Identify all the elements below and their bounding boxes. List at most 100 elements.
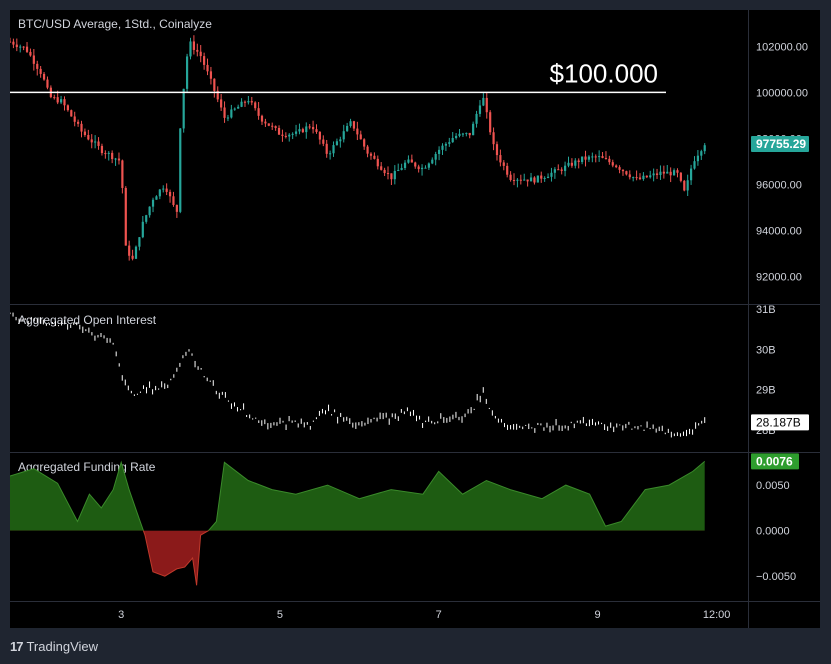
chart-svg[interactable]: BTC/USD Average, 1Std., Coinalyze 102000…	[10, 10, 820, 628]
price-candle	[318, 131, 321, 140]
price-candle	[441, 145, 444, 150]
price-candle	[543, 177, 546, 179]
price-candle	[111, 152, 114, 160]
price-candle	[342, 131, 345, 140]
price-candle	[632, 177, 635, 179]
price-candle	[635, 177, 638, 179]
price-candle	[281, 134, 284, 136]
price-candle	[352, 121, 356, 129]
price-candle	[114, 158, 117, 160]
price-candle	[550, 172, 553, 177]
price-candle	[458, 133, 461, 136]
open-interest-bars	[10, 312, 706, 438]
price-candle	[557, 169, 560, 171]
price-candle	[294, 131, 298, 134]
price-candle	[182, 88, 185, 129]
y-tick-label: 94000.00	[756, 226, 802, 238]
price-candle	[577, 160, 580, 163]
price-candle	[155, 196, 158, 200]
price-candle	[165, 188, 168, 192]
price-candle	[410, 159, 413, 163]
y-tick-label: 100000.00	[756, 87, 808, 99]
price-candle	[53, 97, 56, 99]
price-candle	[168, 191, 172, 197]
price-candle	[553, 169, 556, 173]
y-tick-label: 0.0000	[756, 526, 790, 538]
price-panel[interactable]: BTC/USD Average, 1Std., Coinalyze 102000…	[10, 17, 809, 284]
price-candle	[359, 134, 362, 140]
price-candle	[305, 126, 308, 133]
price-candle	[434, 153, 437, 160]
price-candle	[216, 90, 219, 100]
price-candle	[332, 145, 335, 154]
price-candle	[335, 141, 339, 146]
level-100k-annotation: $100.000	[550, 58, 658, 88]
price-candle	[570, 162, 574, 166]
x-tick-label: 3	[118, 609, 124, 621]
open-interest-last-value: 28.187B	[756, 415, 801, 429]
chart-frame: BTC/USD Average, 1Std., Coinalyze 102000…	[10, 10, 820, 628]
price-candle	[124, 187, 127, 246]
price-candle	[390, 173, 393, 180]
price-candle	[376, 158, 379, 167]
funding-rate-last-value: 0.0076	[756, 454, 793, 468]
price-candle	[499, 155, 502, 163]
price-candle	[403, 162, 407, 168]
price-candle	[162, 188, 165, 190]
price-candle	[489, 112, 492, 133]
price-candle	[414, 162, 417, 167]
price-candle	[366, 146, 369, 154]
price-candle	[203, 56, 206, 65]
price-candle	[587, 156, 591, 160]
price-candle	[502, 162, 505, 166]
price-candle	[70, 110, 73, 117]
open-interest-title: Aggregated Open Interest	[18, 313, 157, 327]
price-candle	[243, 101, 247, 103]
funding-rate-axis-ticks: 0.0050 0.0000 −0.0050	[756, 480, 796, 583]
price-candle	[172, 196, 175, 205]
price-candle	[383, 169, 386, 174]
price-candle	[199, 51, 202, 57]
funding-rate-panel[interactable]: Aggregated Funding Rate 0.00500.0000−0.0…	[10, 453, 799, 586]
price-candle	[213, 78, 216, 91]
price-candle	[686, 180, 689, 191]
price-candle	[32, 55, 35, 64]
price-candle	[264, 121, 267, 124]
price-candle	[451, 138, 454, 143]
y-tick-label: 31B	[756, 304, 776, 316]
price-candle	[679, 172, 682, 181]
time-axis[interactable]: 3 5 7 9 12:00	[118, 609, 730, 621]
tradingview-logo-icon: 17	[10, 638, 24, 654]
price-candle	[455, 135, 458, 139]
price-candle	[683, 180, 686, 191]
price-candle	[308, 126, 311, 128]
tradingview-brand[interactable]: TradingView	[26, 638, 99, 654]
price-candle	[97, 141, 100, 146]
y-tick-label: 30B	[756, 344, 776, 356]
price-candle	[615, 165, 618, 168]
price-candle	[339, 139, 342, 142]
price-candle	[22, 46, 25, 48]
price-candle	[638, 177, 642, 180]
price-candle	[397, 169, 400, 171]
price-candle	[523, 179, 526, 181]
price-candle	[563, 165, 567, 171]
price-chart-title: BTC/USD Average, 1Std., Coinalyze	[18, 17, 212, 31]
x-tick-label: 9	[594, 609, 600, 621]
y-tick-label: −0.0050	[756, 571, 796, 583]
price-candle	[448, 142, 451, 144]
funding-rate-negative-area	[143, 530, 209, 586]
price-candle	[36, 63, 39, 69]
price-candle	[104, 153, 107, 155]
price-candle	[315, 129, 318, 132]
price-candle	[420, 167, 424, 170]
price-candle	[509, 174, 512, 180]
price-candle	[591, 156, 594, 158]
price-candle	[662, 171, 665, 174]
price-candle	[15, 44, 18, 48]
price-candle	[672, 170, 676, 176]
price-candle	[349, 121, 352, 126]
price-candle	[468, 132, 471, 136]
x-tick-label: 5	[277, 609, 283, 621]
